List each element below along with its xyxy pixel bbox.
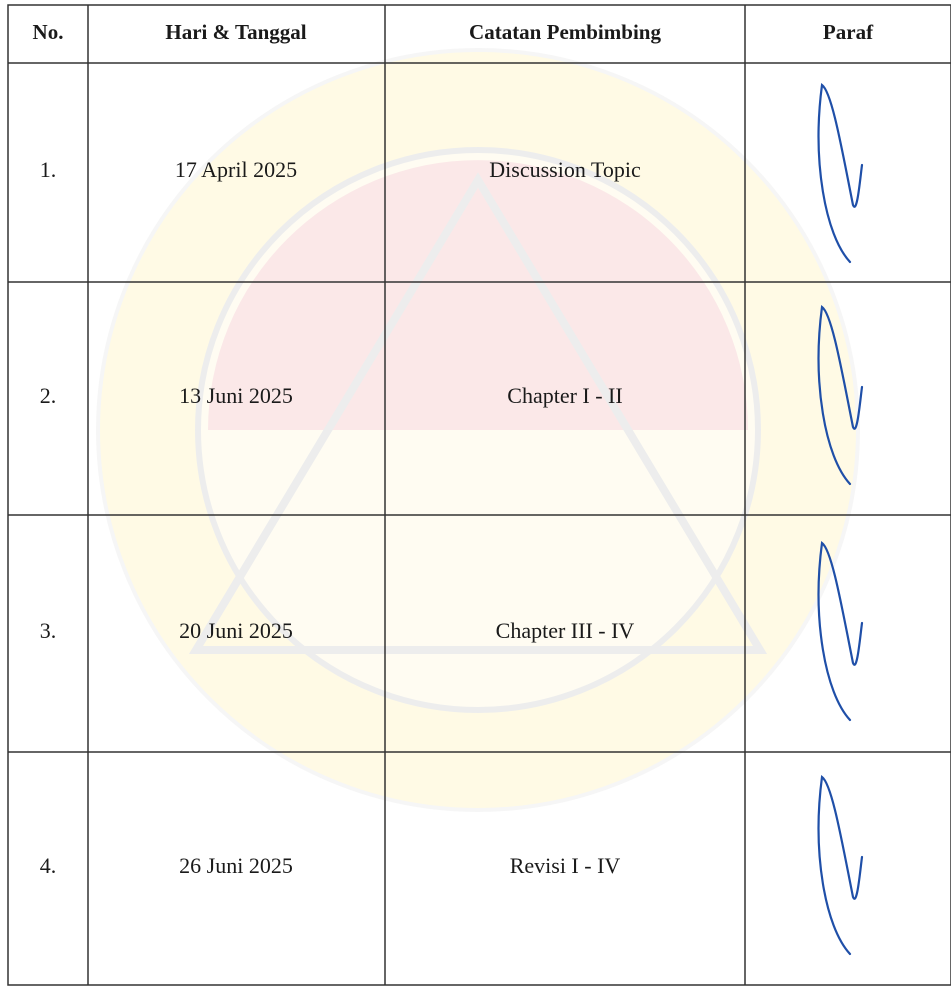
table-cell: 17 April 2025 [175, 157, 297, 182]
table-cell: Chapter I - II [507, 383, 622, 408]
table-grid [7, 4, 951, 986]
table-cell: 26 Juni 2025 [179, 853, 293, 878]
watermark [96, 48, 860, 812]
header-cell: No. [33, 20, 64, 44]
table-cell: 20 Juni 2025 [179, 618, 293, 643]
header-cell: Paraf [823, 20, 874, 44]
table-cell: 13 Juni 2025 [179, 383, 293, 408]
header-cell: Hari & Tanggal [165, 20, 306, 44]
table-cell: Revisi I - IV [510, 853, 621, 878]
table-cell: Chapter III - IV [496, 618, 635, 643]
table-cell: 2. [40, 383, 57, 408]
table-cell: Discussion Topic [489, 157, 641, 182]
table-cell: 3. [40, 618, 57, 643]
header-cell: Catatan Pembimbing [469, 20, 661, 44]
table-cell: 4. [40, 853, 57, 878]
table-cell: 1. [40, 157, 57, 182]
signatures [817, 83, 864, 956]
